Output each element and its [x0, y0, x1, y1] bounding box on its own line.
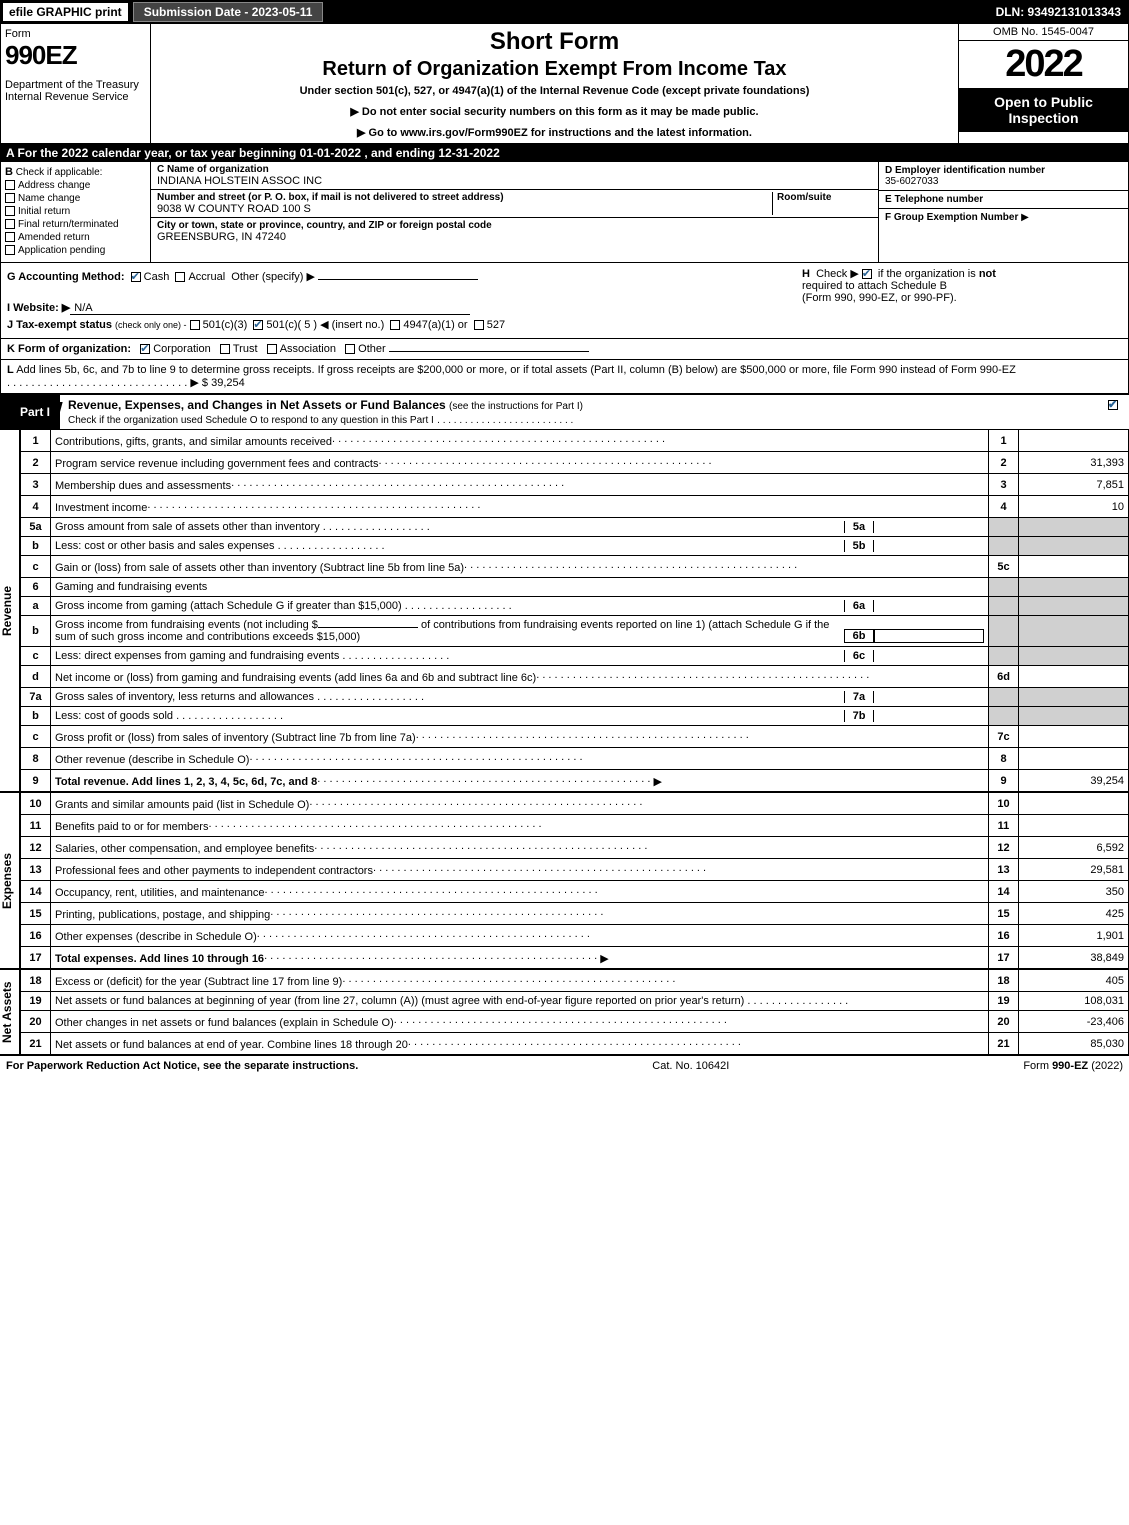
chk-501c[interactable]: [253, 320, 263, 330]
tel-label: E Telephone number: [885, 194, 1122, 205]
submission-date: Submission Date - 2023-05-11: [133, 2, 324, 22]
footer-mid: Cat. No. 10642I: [652, 1060, 729, 1072]
b-label: B: [5, 166, 13, 178]
chk-h[interactable]: [862, 269, 872, 279]
chk-other-org[interactable]: [345, 344, 355, 354]
return-title: Return of Organization Exempt From Incom…: [155, 58, 954, 81]
ein-label: D Employer identification number: [885, 165, 1122, 176]
row-a: A For the 2022 calendar year, or tax yea…: [0, 144, 1129, 162]
row-h: H Check ▶ if the organization is not req…: [802, 267, 1122, 304]
efile-label: efile GRAPHIC print: [2, 2, 129, 22]
top-bar: efile GRAPHIC print Submission Date - 20…: [0, 0, 1129, 24]
short-form-title: Short Form: [155, 28, 954, 56]
tax-year: 2022: [959, 41, 1128, 88]
part-1-bar: Part I Revenue, Expenses, and Changes in…: [0, 394, 1129, 429]
form-label: Form: [5, 28, 146, 40]
footer-right: Form 990-EZ (2022): [1023, 1060, 1123, 1072]
expenses-label: Expenses: [0, 792, 20, 969]
row-k: K Form of organization: Corporation Trus…: [0, 339, 1129, 360]
box-c: C Name of organization INDIANA HOLSTEIN …: [151, 162, 878, 262]
grp-label: F Group Exemption Number: [885, 212, 1018, 223]
header-right: OMB No. 1545-0047 2022 Open to Public In…: [958, 24, 1128, 143]
chk-initial-return[interactable]: Initial return: [5, 206, 146, 217]
form-number: 990EZ: [5, 40, 146, 71]
chk-address-change[interactable]: Address change: [5, 180, 146, 191]
chk-cash[interactable]: [131, 272, 141, 282]
dln: DLN: 93492131013343: [988, 3, 1129, 21]
open-inspection: Open to Public Inspection: [959, 88, 1128, 132]
footer: For Paperwork Reduction Act Notice, see …: [0, 1055, 1129, 1076]
org-city: GREENSBURG, IN 47240: [157, 231, 872, 243]
note-link: ▶ Go to www.irs.gov/Form990EZ for instru…: [155, 126, 954, 139]
row-l: L Add lines 5b, 6c, and 7b to line 9 to …: [0, 360, 1129, 394]
row-j: J Tax-exempt status (check only one) - 5…: [7, 318, 1122, 331]
netassets-label: Net Assets: [0, 969, 20, 1055]
note-ssn: ▶ Do not enter social security numbers o…: [155, 105, 954, 118]
box-d: D Employer identification number 35-6027…: [878, 162, 1128, 262]
ein-value: 35-6027033: [885, 176, 1122, 187]
org-name: INDIANA HOLSTEIN ASSOC INC: [157, 175, 872, 187]
header: Form 990EZ Department of the TreasuryInt…: [0, 24, 1129, 144]
box-b: B Check if applicable: Address change Na…: [1, 162, 151, 262]
chk-final-return[interactable]: Final return/terminated: [5, 219, 146, 230]
chk-trust[interactable]: [220, 344, 230, 354]
header-mid: Short Form Return of Organization Exempt…: [151, 24, 958, 143]
dept-label: Department of the TreasuryInternal Reven…: [5, 79, 146, 103]
revenue-label: Revenue: [0, 429, 20, 792]
chk-assoc[interactable]: [267, 344, 277, 354]
section-bcdef: B Check if applicable: Address change Na…: [0, 162, 1129, 263]
footer-left: For Paperwork Reduction Act Notice, see …: [6, 1060, 358, 1072]
chk-corp[interactable]: [140, 344, 150, 354]
omb-number: OMB No. 1545-0047: [959, 24, 1128, 41]
grp-arrow: ▶: [1021, 212, 1029, 223]
website-value: N/A: [70, 302, 470, 315]
netassets-section: Net Assets 18Excess or (deficit) for the…: [0, 969, 1129, 1055]
chk-name-change[interactable]: Name change: [5, 193, 146, 204]
chk-sched-o[interactable]: [1108, 400, 1118, 410]
row-ghi: H Check ▶ if the organization is not req…: [0, 263, 1129, 339]
part-1-title: Revenue, Expenses, and Changes in Net As…: [60, 394, 1129, 429]
under-section: Under section 501(c), 527, or 4947(a)(1)…: [155, 85, 954, 97]
chk-accrual[interactable]: [175, 272, 185, 282]
chk-501c3[interactable]: [190, 320, 200, 330]
org-address: 9038 W COUNTY ROAD 100 S: [157, 203, 772, 215]
chk-4947[interactable]: [390, 320, 400, 330]
chk-527[interactable]: [474, 320, 484, 330]
revenue-section: Revenue 1Contributions, gifts, grants, a…: [0, 429, 1129, 792]
header-left: Form 990EZ Department of the TreasuryInt…: [1, 24, 151, 143]
part-1-label: Part I: [20, 405, 50, 419]
chk-amended[interactable]: Amended return: [5, 232, 146, 243]
gross-receipts: $ 39,254: [202, 377, 245, 389]
expenses-section: Expenses 10Grants and similar amounts pa…: [0, 792, 1129, 969]
chk-app-pending[interactable]: Application pending: [5, 245, 146, 256]
